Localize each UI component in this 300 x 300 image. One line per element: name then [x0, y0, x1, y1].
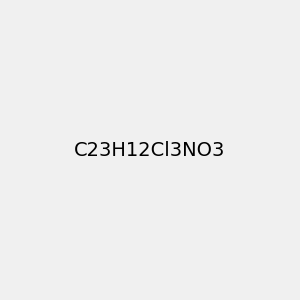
- Text: C23H12Cl3NO3: C23H12Cl3NO3: [74, 140, 226, 160]
